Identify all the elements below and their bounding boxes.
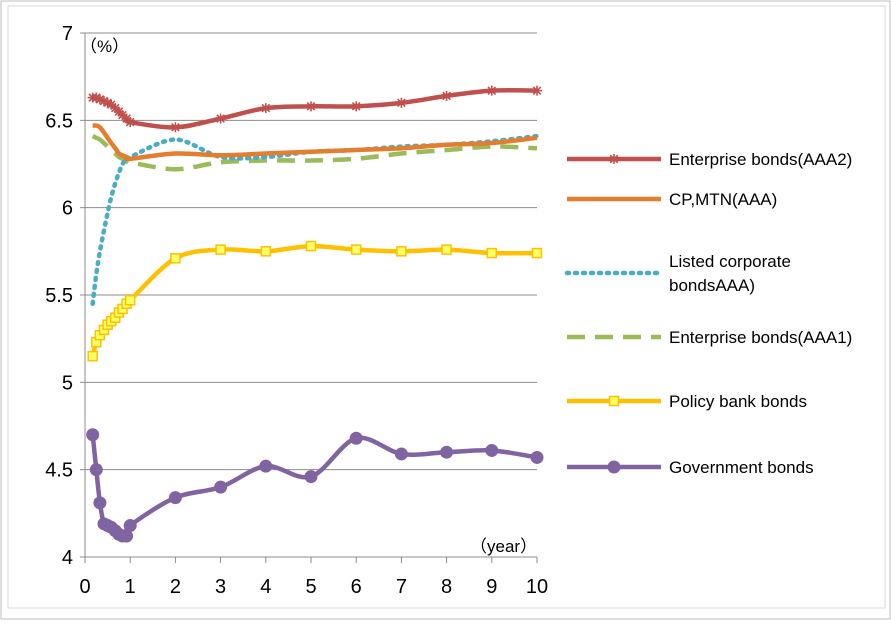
data-point (609, 154, 619, 164)
x-unit-label: （year） (470, 537, 537, 556)
x-tick-label: 5 (305, 576, 316, 598)
x-tick-label: 6 (351, 576, 362, 598)
data-point (396, 97, 407, 108)
series-cp-mtn-aaa- (92, 123, 538, 162)
data-point (87, 350, 98, 362)
series-lines (86, 85, 544, 543)
x-tick-label: 8 (441, 576, 452, 598)
y-tick-label: 5 (62, 372, 73, 394)
legend-label: Listed corporate (669, 252, 791, 271)
legend-label: Enterprise bonds(AAA1) (669, 328, 852, 347)
x-tick-label: 3 (215, 576, 226, 598)
legend-label: Government bonds (669, 458, 814, 477)
data-point (125, 117, 136, 128)
data-point (260, 246, 272, 257)
legend-label: Enterprise bonds(AAA2) (669, 150, 852, 169)
data-point (349, 431, 363, 445)
data-point (89, 463, 103, 477)
data-point (531, 247, 543, 259)
data-point (441, 244, 452, 255)
data-point (215, 244, 226, 255)
x-tick-label: 2 (170, 576, 181, 598)
data-point (168, 491, 182, 505)
data-point (170, 253, 181, 264)
data-point (86, 428, 100, 442)
data-point (215, 113, 226, 124)
y-tick-label: 7 (62, 23, 73, 45)
data-point (486, 247, 498, 259)
series-enterprise-bonds-aaa2- (87, 85, 542, 133)
y-tick-label: 4 (62, 547, 73, 569)
legend-label: CP,MTN(AAA) (669, 190, 777, 209)
legend-item: Enterprise bonds(AAA1) (567, 328, 852, 347)
data-point (396, 246, 407, 257)
data-point (305, 240, 317, 252)
data-point (260, 103, 271, 114)
data-point (170, 122, 181, 133)
data-point (351, 101, 362, 112)
y-unit-label: （%） (80, 37, 129, 56)
data-point (441, 90, 452, 101)
legend: Enterprise bonds(AAA2) CP,MTN(AAA) Listed … (564, 150, 852, 477)
legend-label: bondsAAA) (669, 276, 755, 295)
y-tick-label: 6.5 (45, 110, 73, 132)
x-tick-label: 4 (260, 576, 271, 598)
data-point (123, 519, 137, 533)
legend-item: Government bonds (567, 458, 814, 477)
axis-labels: （%） （year） (80, 37, 537, 556)
legend-label: Policy bank bonds (669, 392, 807, 411)
legend-item: Enterprise bonds(AAA2) (567, 150, 852, 169)
plot-area-border (7, 5, 886, 609)
data-point (306, 101, 316, 112)
series-government-bonds (86, 428, 544, 543)
data-point (485, 443, 499, 457)
data-point (608, 395, 620, 407)
data-point (259, 459, 273, 473)
x-tick-label: 0 (79, 576, 90, 598)
data-point (214, 480, 228, 494)
data-point (350, 244, 362, 255)
data-point (532, 85, 542, 96)
data-point (394, 447, 408, 461)
data-point (440, 445, 454, 459)
data-point (486, 85, 497, 96)
axes: 4 4.5 5 5.5 6 6.5 7 0 1 2 3 4 5 6 7 8 9 10 (45, 23, 548, 598)
series-line (92, 123, 538, 162)
legend-item: Listed corporate bondsAAA) (564, 252, 791, 295)
data-point (124, 294, 136, 306)
data-point (530, 450, 544, 464)
x-tick-label: 10 (526, 576, 548, 598)
data-point (93, 496, 107, 510)
series-policy-bank-bonds (87, 240, 543, 362)
y-tick-label: 5.5 (45, 285, 73, 307)
legend-item: Policy bank bonds (567, 392, 807, 411)
x-tick-label: 1 (125, 576, 136, 598)
legend-item: CP,MTN(AAA) (567, 190, 777, 209)
data-point (304, 470, 318, 484)
x-tick-label: 9 (486, 576, 497, 598)
y-tick-label: 6 (62, 198, 73, 220)
data-point (607, 460, 621, 474)
x-tick-label: 7 (396, 576, 407, 598)
y-tick-label: 4.5 (45, 460, 73, 482)
